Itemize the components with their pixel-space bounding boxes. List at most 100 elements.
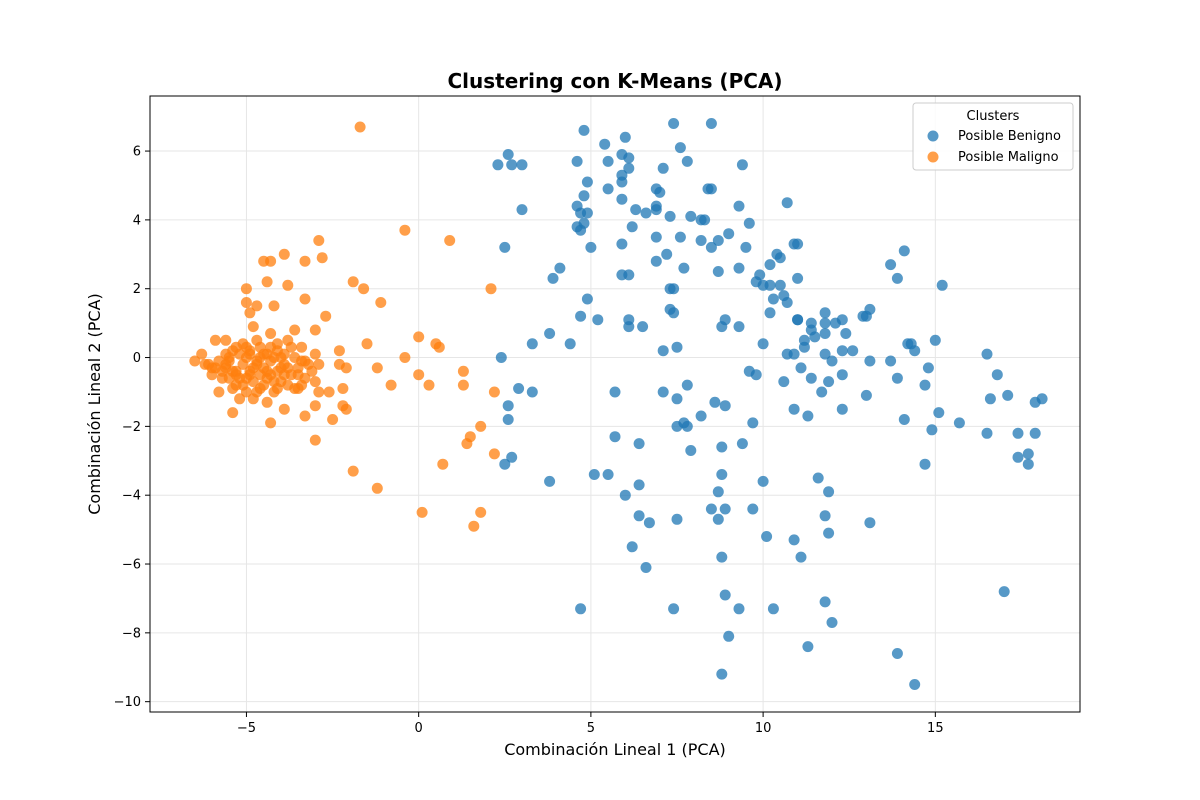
data-point [220,334,232,346]
data-point [513,383,525,394]
data-point [812,472,824,484]
data-point [457,365,469,377]
data-point [623,162,635,174]
data-point [423,379,435,391]
data-point [1022,458,1034,470]
data-point [929,334,941,346]
data-point [819,348,831,360]
data-point [354,121,366,133]
data-point [234,393,246,405]
data-point [265,328,277,339]
legend-box [912,102,1074,171]
data-point [716,441,728,453]
data-point [819,307,831,319]
data-point [616,193,628,205]
y-tick-label: 6 [133,145,141,160]
data-point [705,183,717,195]
data-point [802,641,814,653]
data-point [984,393,996,405]
data-point [695,410,707,422]
data-point [819,510,831,522]
data-point [764,259,776,271]
data-point [733,603,745,615]
data-point [320,310,332,322]
data-point [581,207,593,219]
data-point [196,348,208,360]
data-point [674,231,686,243]
data-point [650,255,662,267]
data-point [309,324,321,336]
data-point [705,118,717,129]
data-point [240,297,252,308]
data-point [309,400,321,412]
data-point [826,617,838,628]
series-posible-maligno [189,121,500,532]
data-point [585,241,597,253]
data-point [898,245,910,257]
data-point [792,314,804,326]
data-point [1002,389,1014,401]
data-point [757,338,769,350]
data-point [898,414,910,425]
data-point [313,235,325,246]
data-point [1022,448,1034,460]
data-point [719,400,731,412]
data-point [502,400,514,412]
data-point [936,279,948,291]
data-point [733,262,745,274]
data-point [864,355,876,367]
data-point [919,379,931,391]
data-point [526,338,538,350]
data-point [836,345,848,357]
data-point [781,197,793,209]
data-point [668,603,680,615]
data-point [547,272,559,284]
data-point [240,341,252,353]
data-point [275,352,287,363]
data-point [719,589,731,601]
data-point [909,679,921,690]
data-point [1012,427,1024,439]
data-point [492,159,504,171]
data-point [981,348,993,360]
data-point [1012,451,1024,463]
data-point [733,200,745,212]
data-point [575,603,587,615]
plot-frame [149,95,1081,713]
data-point [764,307,776,319]
data-point [554,262,566,274]
data-point [347,276,359,288]
data-point [712,513,724,525]
data-point [316,252,328,264]
data-point [1029,427,1041,439]
data-point [712,266,724,277]
legend-marker-maligno [927,151,939,163]
data-point [309,376,321,388]
data-point [678,262,690,274]
data-point [678,417,690,429]
data-point [223,372,235,384]
data-point [695,235,707,246]
data-point [544,328,556,339]
data-point [203,358,215,370]
data-point [626,221,638,233]
data-point [437,458,449,470]
data-point [747,503,759,515]
data-point [258,348,270,360]
data-point [516,204,528,216]
data-point [953,417,965,429]
data-point [361,338,373,350]
data-point [795,362,807,374]
data-point [891,648,903,659]
y-tick-label: 0 [133,351,141,366]
data-point [650,231,662,243]
data-point [578,124,590,136]
data-point [337,383,349,394]
data-point [258,379,270,391]
data-point [764,279,776,291]
data-point [299,293,311,305]
data-point [444,235,456,246]
data-point [371,362,383,374]
data-point [268,300,280,312]
data-point [705,241,717,253]
